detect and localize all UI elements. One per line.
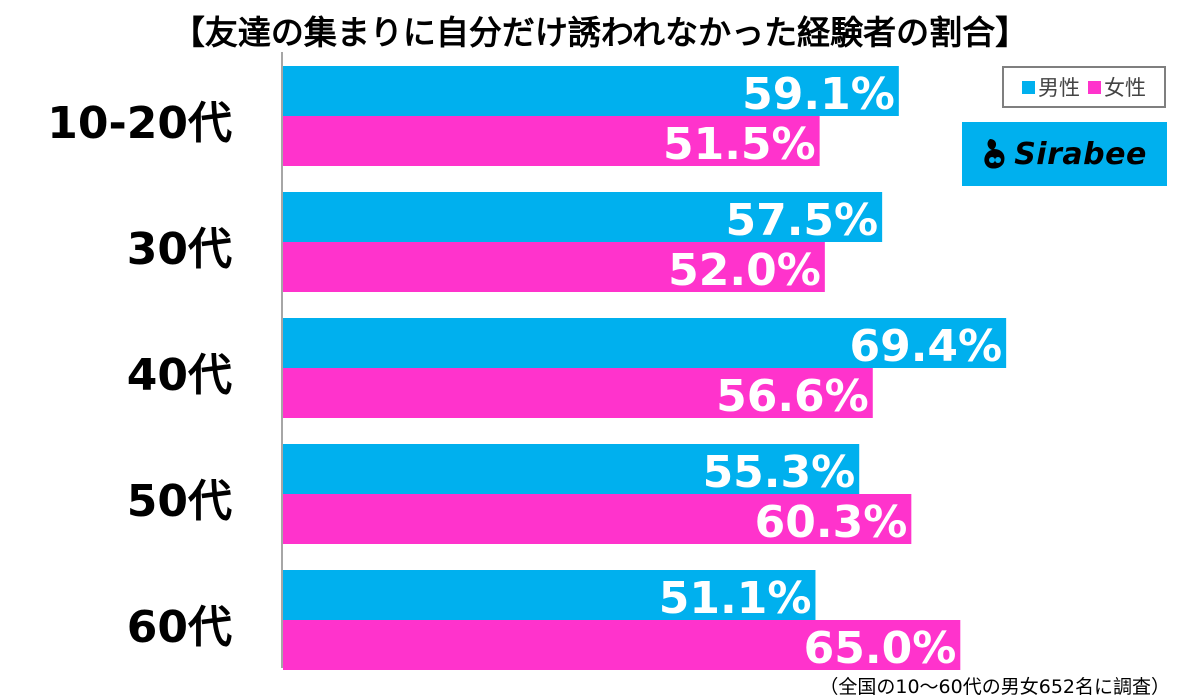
bar-female [283, 116, 820, 166]
legend-item-female: 女性 [1088, 72, 1146, 102]
bar-female [283, 620, 961, 670]
data-label: 52.0% [668, 245, 821, 296]
data-label: 51.5% [663, 119, 816, 170]
sirabee-logo-icon [982, 137, 1008, 171]
bar-male [283, 192, 883, 242]
bar-female [283, 368, 873, 418]
legend: 男性 女性 [1002, 66, 1166, 108]
bar-male [283, 444, 860, 494]
data-label: 65.0% [804, 623, 957, 674]
bar-male [283, 570, 816, 620]
legend-item-male: 男性 [1022, 72, 1080, 102]
data-label: 57.5% [725, 195, 878, 246]
chart-title: 【友達の集まりに自分だけ誘われなかった経験者の割合】 [171, 13, 1029, 52]
category-label: 50代 [127, 476, 232, 527]
logo-text: Sirabee [1014, 136, 1147, 172]
female-swatch-icon [1088, 80, 1101, 94]
data-label: 56.6% [716, 371, 869, 422]
data-label: 59.1% [742, 69, 895, 120]
bar-male [283, 318, 1007, 368]
data-label: 60.3% [755, 497, 908, 548]
category-label: 60代 [127, 602, 232, 653]
legend-label-female: 女性 [1104, 76, 1146, 100]
bar-female [283, 242, 825, 292]
male-swatch-icon [1022, 80, 1035, 94]
category-label: 40代 [127, 350, 232, 401]
data-label: 55.3% [703, 447, 856, 498]
legend-label-male: 男性 [1038, 76, 1080, 100]
category-label: 30代 [127, 224, 232, 275]
bar-male [283, 66, 899, 116]
bar-female [283, 494, 912, 544]
data-label: 51.1% [659, 573, 812, 624]
data-label: 69.4% [849, 321, 1002, 372]
sirabee-logo: Sirabee [962, 122, 1167, 186]
category-label: 10-20代 [47, 98, 232, 149]
footnote: （全国の10〜60代の男女652名に調査） [819, 676, 1170, 698]
